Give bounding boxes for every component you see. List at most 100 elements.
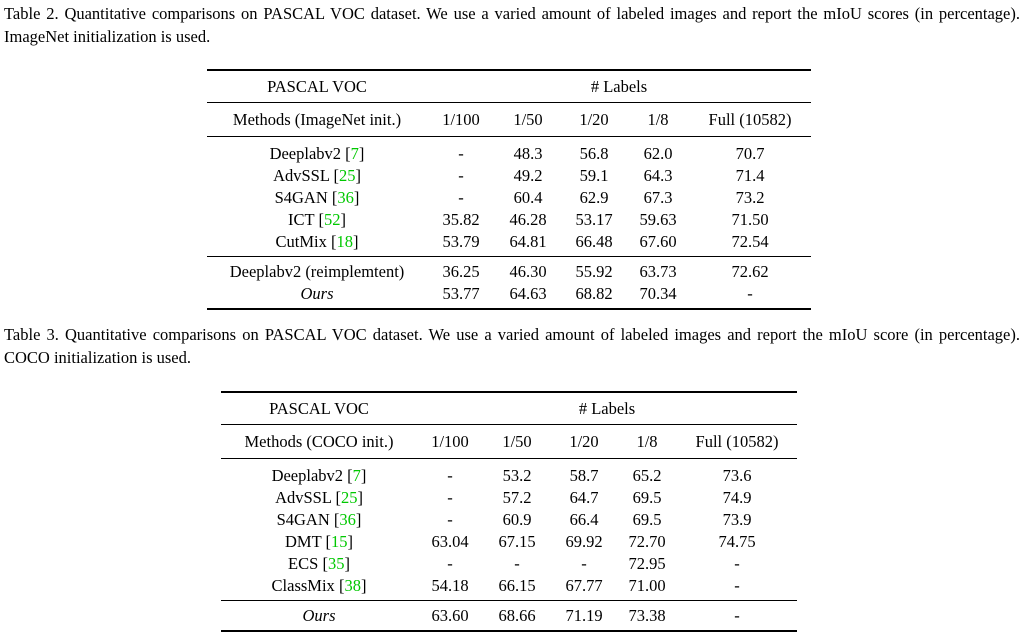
method-cell: Deeplabv2 [7] <box>221 458 417 487</box>
method-name: ClassMix <box>271 576 335 595</box>
method-cell: S4GAN [36] <box>276 510 362 529</box>
value-cell: 73.9 <box>722 510 752 529</box>
citation-link[interactable]: 36 <box>339 510 356 529</box>
value-cell: 67.3 <box>643 188 673 207</box>
table3-dataset-header: PASCAL VOC <box>221 391 417 425</box>
value-cell: - <box>514 554 520 573</box>
value-cell: 64.3 <box>643 166 673 185</box>
citation-link[interactable]: 7 <box>352 466 361 485</box>
table2-col-header: 1/20 <box>561 102 627 137</box>
value-cell: 63.73 <box>627 256 689 283</box>
value-cell: 53.2 <box>483 458 551 487</box>
table3-col-header: 1/8 <box>617 424 677 459</box>
table2-caption: Table 2. Quantitative comparisons on PAS… <box>4 4 1020 46</box>
method-name: S4GAN <box>276 510 330 529</box>
value-cell: - <box>734 554 740 573</box>
value-cell: - <box>447 510 453 529</box>
table-row: CutMix [18] 53.79 64.81 66.48 67.60 72.5… <box>207 231 811 257</box>
table2-methods-header: Methods (ImageNet init.) <box>207 102 427 137</box>
table-row: S4GAN [36] - 60.9 66.4 69.5 73.9 <box>221 509 797 531</box>
citation-link[interactable]: 7 <box>350 144 359 163</box>
value-cell: 67.60 <box>639 232 677 251</box>
value-cell: - <box>417 458 483 487</box>
value-cell: 62.9 <box>579 188 609 207</box>
value-cell: 49.2 <box>513 166 543 185</box>
value-cell: 69.5 <box>632 488 662 507</box>
table-row: ClassMix [38] 54.18 66.15 67.77 71.00 - <box>221 575 797 601</box>
value-cell-best: 53.79 <box>442 232 480 251</box>
value-cell: 48.3 <box>495 136 561 165</box>
value-cell: 63.04 <box>431 532 469 551</box>
citation-link[interactable]: 36 <box>337 188 354 207</box>
value-cell: 67.77 <box>565 576 603 595</box>
citation-link[interactable]: 25 <box>340 488 358 507</box>
table-row: ICT [52] 35.82 46.28 53.17 59.63 71.50 <box>207 209 811 231</box>
method-cell: CutMix [18] <box>275 232 359 251</box>
method-name: S4GAN <box>274 188 328 207</box>
value-cell: 36.25 <box>427 256 495 283</box>
value-cell: 57.2 <box>502 488 532 507</box>
value-cell: 53.17 <box>575 210 613 229</box>
value-cell: 59.63 <box>639 210 677 229</box>
value-cell: 66.4 <box>569 510 599 529</box>
value-cell: - <box>734 576 740 595</box>
value-cell-best: 64.81 <box>509 232 547 251</box>
citation-link[interactable]: 25 <box>338 166 356 185</box>
value-cell-best: 68.66 <box>483 600 551 632</box>
table2-labels-header: # Labels <box>427 69 811 103</box>
method-cell: ClassMix [38] <box>271 576 367 595</box>
table3-col-header: 1/100 <box>417 424 483 459</box>
value-cell-best: 63.60 <box>417 600 483 632</box>
value-cell: - <box>427 136 495 165</box>
method-name: ECS <box>288 554 319 573</box>
value-cell-best: 70.34 <box>627 283 689 310</box>
table-row: Deeplabv2 [7] - 48.3 56.8 62.0 70.7 <box>207 136 811 165</box>
table-row: Deeplabv2 [7] - 53.2 58.7 65.2 73.6 <box>221 458 797 487</box>
value-cell: 72.70 <box>628 532 666 551</box>
value-cell: - <box>677 600 797 632</box>
value-cell-best: 71.19 <box>551 600 617 632</box>
method-name: AdvSSL <box>273 166 330 185</box>
value-cell: 60.9 <box>502 510 532 529</box>
value-cell: 71.4 <box>735 166 765 185</box>
value-cell: - <box>458 188 464 207</box>
value-cell: 70.7 <box>689 136 811 165</box>
value-cell: 73.6 <box>677 458 797 487</box>
table2-col-header: 1/50 <box>495 102 561 137</box>
value-cell: 35.82 <box>442 210 480 229</box>
citation-link[interactable]: 15 <box>331 532 348 551</box>
table2-col-header: 1/100 <box>427 102 495 137</box>
citation-link[interactable]: 35 <box>327 554 345 573</box>
table-row: ECS [35] - - - 72.95 - <box>221 553 797 575</box>
method-cell-ours: Ours <box>207 283 427 310</box>
method-cell-ours: Ours <box>221 600 417 632</box>
citation-link[interactable]: 38 <box>344 576 361 595</box>
value-cell: 73.2 <box>735 188 765 207</box>
method-name: CutMix <box>275 232 327 251</box>
method-name: ICT <box>288 210 315 229</box>
method-name: AdvSSL <box>275 488 332 507</box>
value-cell: - <box>581 554 587 573</box>
table-row: AdvSSL [25] - 49.2 59.1 64.3 71.4 <box>207 165 811 187</box>
table3-methods-header: Methods (COCO init.) <box>221 424 417 459</box>
value-cell: 66.15 <box>498 576 536 595</box>
table-row: DMT [15] 63.04 67.15 69.92 72.70 74.75 <box>221 531 797 553</box>
value-cell: 64.7 <box>569 488 599 507</box>
value-cell: 58.7 <box>551 458 617 487</box>
value-cell: - <box>458 166 464 185</box>
table-row: Ours 63.60 68.66 71.19 73.38 - <box>221 600 797 632</box>
value-cell: - <box>447 554 453 573</box>
citation-link[interactable]: 52 <box>323 210 341 229</box>
table2-header-row2: Methods (ImageNet init.) 1/100 1/50 1/20… <box>207 102 811 137</box>
table3: PASCAL VOC # Labels Methods (COCO init.)… <box>221 391 797 632</box>
method-cell: ECS [35] <box>288 554 350 573</box>
table2-col-header: Full (10582) <box>689 102 811 137</box>
citation-link[interactable]: 18 <box>336 232 353 251</box>
value-cell: 59.1 <box>579 166 609 185</box>
method-cell: Deeplabv2 (reimplemtent) <box>207 256 427 283</box>
table-row: Deeplabv2 (reimplemtent) 36.25 46.30 55.… <box>207 256 811 283</box>
table3-col-header: 1/50 <box>483 424 551 459</box>
method-name: Deeplabv2 <box>269 144 342 163</box>
value-cell: - <box>447 488 453 507</box>
method-cell: Deeplabv2 [7] <box>207 136 427 165</box>
